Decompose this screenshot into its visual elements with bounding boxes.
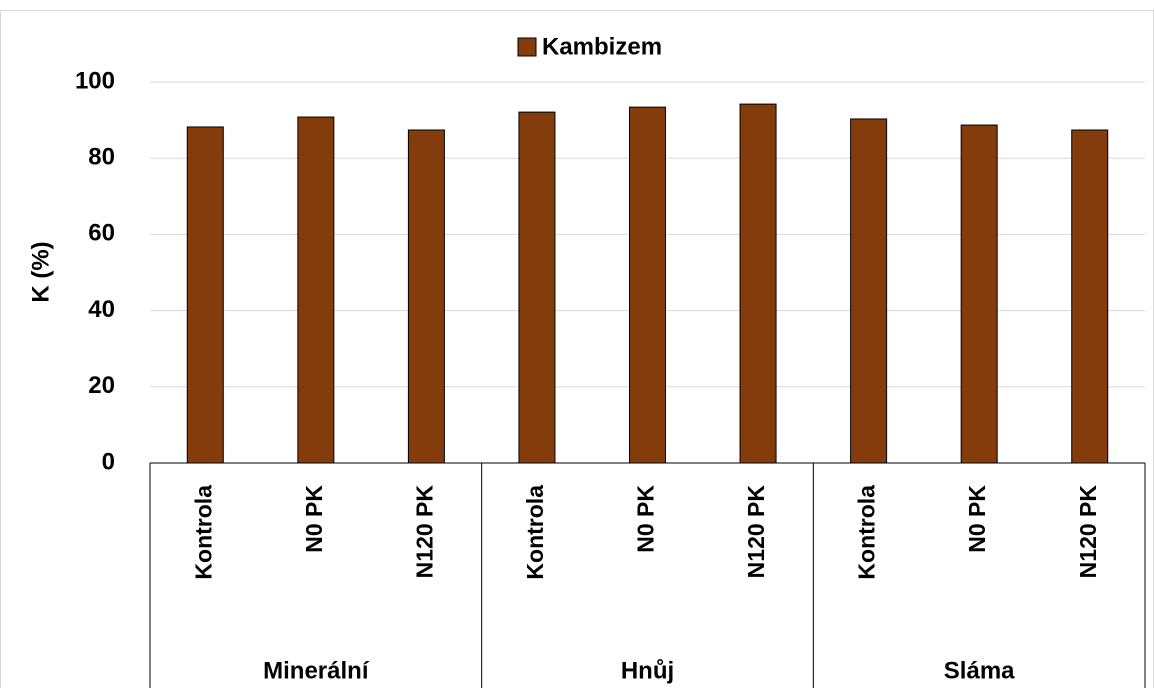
bar	[850, 118, 888, 464]
group-label: Hnůj	[621, 657, 674, 684]
bar	[186, 126, 224, 464]
x-tick-label: N0 PK	[301, 485, 327, 553]
bar	[629, 106, 666, 464]
x-tick-label: Kontrola	[190, 485, 216, 580]
bar	[297, 116, 335, 464]
y-tick-label: 20	[88, 372, 115, 399]
x-tick-label: N120 PK	[743, 485, 769, 579]
legend-label: Kambizem	[542, 33, 662, 60]
x-tick-label: N0 PK	[964, 485, 990, 553]
bar	[518, 111, 556, 464]
y-tick-label: 100	[75, 67, 115, 94]
x-tick-label: N0 PK	[633, 485, 659, 553]
x-tick-label: Kontrola	[522, 485, 548, 580]
bar	[960, 124, 998, 464]
x-tick-label: N120 PK	[411, 485, 437, 579]
group-label: Sláma	[944, 657, 1015, 684]
y-tick-label: 80	[88, 144, 115, 171]
x-tick-label: N120 PK	[1075, 485, 1101, 579]
y-tick-label: 40	[88, 296, 115, 323]
bar	[407, 129, 445, 464]
group-label: Minerální	[263, 657, 370, 684]
bar	[739, 103, 777, 464]
y-tick-label: 60	[88, 220, 115, 247]
y-tick-label: 0	[102, 448, 115, 475]
x-tick-label: Kontrola	[854, 485, 880, 580]
y-axis-label: K (%)	[27, 241, 54, 302]
legend-swatch	[517, 37, 537, 57]
bar	[1071, 129, 1109, 464]
